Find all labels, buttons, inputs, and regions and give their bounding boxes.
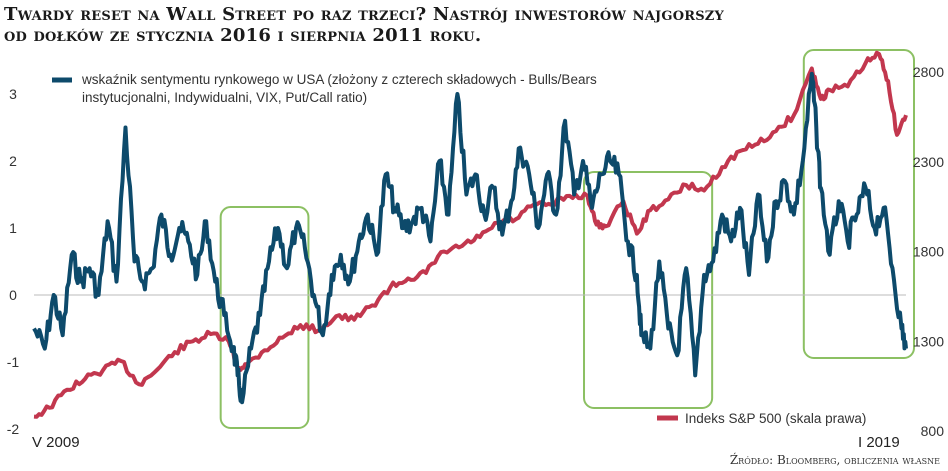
- right-axis-ticks: 2800 2300 1800 1300 800: [913, 64, 944, 439]
- left-axis-ticks: 3 2 1 0 -1 -2: [7, 86, 20, 437]
- x-start-label: V 2009: [32, 434, 80, 451]
- right-tick-label: 2300: [913, 154, 944, 170]
- left-tick-label: 3: [9, 86, 17, 102]
- right-tick-label: 1300: [913, 333, 944, 349]
- left-tick-label: -1: [7, 354, 20, 370]
- right-tick-label: 800: [921, 423, 945, 439]
- left-tick-label: -2: [7, 421, 20, 437]
- left-tick-label: 2: [9, 153, 17, 169]
- right-tick-label: 1800: [913, 244, 944, 260]
- source-note: Źródło: Bloomberg, obliczenia własne: [729, 453, 940, 467]
- sentiment-series-line: [32, 71, 908, 405]
- highlight-boxes: [219, 49, 916, 429]
- legend-sp500-label: Indeks S&P 500 (skala prawa): [685, 411, 866, 426]
- highlight-box-3: [802, 49, 916, 359]
- left-tick-label: 1: [9, 220, 17, 236]
- left-tick-label: 0: [9, 287, 17, 303]
- x-end-label: I 2019: [858, 434, 900, 451]
- right-tick-label: 2800: [913, 64, 944, 80]
- highlight-box-2: [583, 171, 714, 409]
- legend-sentiment: wskaźnik sentymentu rynkowego w USA (zło…: [52, 72, 600, 105]
- chart-title: Twardy reset na Wall Street po raz trzec…: [4, 4, 924, 46]
- title-line-2: od dołków ze stycznia 2016 i sierpnia 20…: [4, 25, 482, 46]
- legend-sentiment-label: wskaźnik sentymentu rynkowego w USA (zło…: [81, 72, 600, 105]
- highlight-box-1: [219, 206, 310, 429]
- legend-sp500: Indeks S&P 500 (skala prawa): [657, 411, 866, 426]
- title-line-1: Twardy reset na Wall Street po raz trzec…: [4, 4, 724, 25]
